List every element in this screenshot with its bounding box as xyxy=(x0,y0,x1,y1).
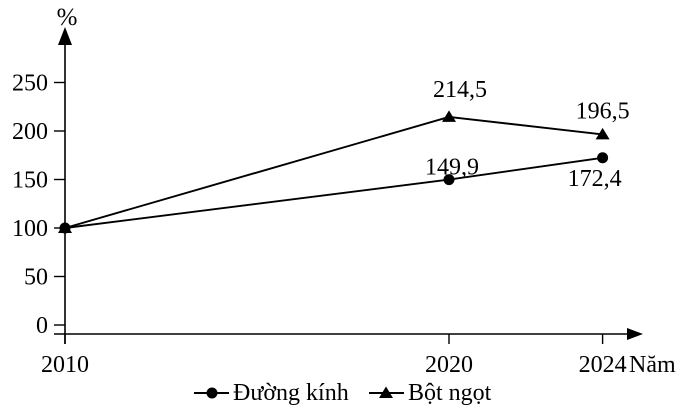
y-tick-label: 150 xyxy=(12,168,48,194)
x-tick-label: 2010 xyxy=(41,352,89,378)
legend-label-duong-kinh: Đường kính xyxy=(233,380,349,406)
y-tick-label: 250 xyxy=(12,71,48,97)
legend-circle-marker-icon xyxy=(206,387,218,399)
data-point-triangle-icon xyxy=(58,221,72,233)
y-tick-label: 100 xyxy=(12,216,48,242)
legend-item-duong-kinh: Đường kính xyxy=(194,380,349,406)
point-value-label: 196,5 xyxy=(576,98,630,124)
y-tick-label: 200 xyxy=(12,119,48,145)
point-value-label: 172,4 xyxy=(568,166,622,192)
data-point-labels: 149,9 172,4 214,5 196,5 xyxy=(425,77,630,192)
y-tick-label: 50 xyxy=(24,265,48,291)
y-axis-unit-label: % xyxy=(57,4,78,31)
y-tick-label: 0 xyxy=(36,313,48,339)
point-value-label: 214,5 xyxy=(433,77,487,103)
point-value-label: 149,9 xyxy=(425,155,479,181)
data-point-triangle-icon xyxy=(442,110,456,122)
x-axis-ticks: 2010 2020 2024 xyxy=(41,334,627,378)
data-point-circle-icon xyxy=(443,174,455,186)
x-tick-label: 2024 xyxy=(579,352,627,378)
legend: Đường kính Bột ngọt xyxy=(194,380,492,406)
series-line-0 xyxy=(64,156,603,229)
legend-label-bot-ngot: Bột ngọt xyxy=(408,380,492,406)
legend-triangle-marker-icon xyxy=(379,386,393,398)
data-point-circle-icon xyxy=(597,152,609,164)
y-axis-ticks: 0 50 100 150 200 250 xyxy=(12,71,65,339)
axes xyxy=(54,27,643,344)
series-line-1 xyxy=(64,115,603,229)
data-point-triangle-icon xyxy=(595,127,610,140)
legend-item-bot-ngot: Bột ngọt xyxy=(369,380,492,406)
x-axis-arrow-icon xyxy=(627,328,643,340)
y-axis-arrow-icon xyxy=(58,27,72,45)
x-tick-label: 2020 xyxy=(425,352,473,378)
data-series xyxy=(58,110,610,234)
x-axis-unit-label: Năm xyxy=(629,352,676,378)
